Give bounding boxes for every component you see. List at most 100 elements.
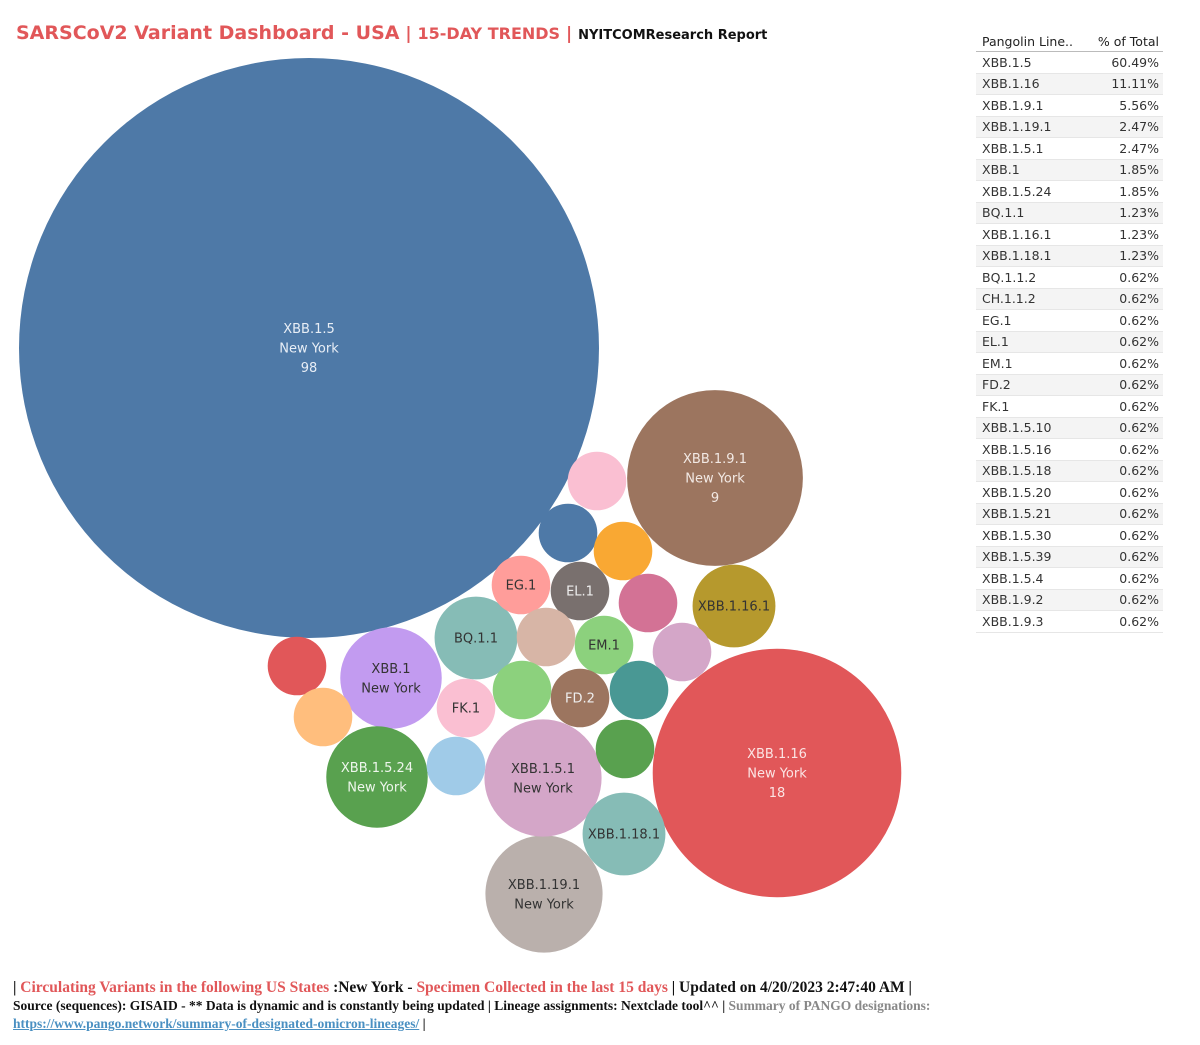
bubble-circle[interactable] [491,555,551,615]
bubble-label: FD.2 [565,692,595,707]
bubble-circle[interactable] [652,622,712,682]
bubble-unlabeled-18[interactable] [618,573,678,633]
table-row[interactable]: XBB.1.18.1 1.23% [976,245,1163,267]
bubble-circle[interactable] [567,451,627,511]
table-row[interactable]: FD.2 0.62% [976,374,1163,396]
bubble-circle[interactable] [550,668,610,728]
table-row[interactable]: XBB.1.5.24 1.85% [976,180,1163,203]
cell-lineage: XBB.1.5.4 [976,567,1086,590]
bubble-circle[interactable] [436,678,496,738]
bubble-circle[interactable] [627,390,803,566]
table-row[interactable]: XBB.1.19.1 2.47% [976,116,1163,138]
bubble-circle[interactable] [574,615,634,675]
bubble-el-1[interactable]: EL.1 [550,561,610,621]
bubble-circle[interactable] [326,726,428,828]
bubble-fd-2[interactable]: FD.2 [550,668,610,728]
bubble-unlabeled-16[interactable] [538,503,598,563]
table-row[interactable]: BQ.1.1 1.23% [976,202,1163,224]
bubble-xbb-1-9-1[interactable]: XBB.1.9.1 New York 9 [627,390,803,566]
table-row[interactable]: XBB.1.5.21 0.62% [976,503,1163,525]
bubble-eg-1[interactable]: EG.1 [491,555,551,615]
bubble-circle[interactable] [426,736,486,796]
bubble-unlabeled-17[interactable] [593,521,653,581]
table-row[interactable]: XBB.1.5.4 0.62% [976,567,1163,590]
bubble-circle[interactable] [293,687,353,747]
bubble-label: XBB.1.5 [283,322,335,337]
cell-lineage: XBB.1.5.24 [976,180,1086,203]
bubble-circle[interactable] [492,660,552,720]
bubble-label: New York [685,472,745,487]
bubble-em-1[interactable]: EM.1 [574,615,634,675]
table-row[interactable]: EL.1 0.62% [976,331,1163,353]
table-row[interactable]: XBB.1.5.30 0.62% [976,524,1163,547]
bubble-xbb-1-16[interactable]: XBB.1.16 New York 18 [652,648,902,898]
bubble-circle[interactable] [550,561,610,621]
bubble-circle[interactable] [267,636,327,696]
bubble-unlabeled-21[interactable] [267,636,327,696]
bubble-circle[interactable] [593,521,653,581]
footer-line-1: | Circulating Variants in the following … [13,979,1183,997]
table-row[interactable]: FK.1 0.62% [976,395,1163,418]
bubble-unlabeled-25[interactable] [609,660,669,720]
bubble-unlabeled-24[interactable] [492,660,552,720]
bubble-circle[interactable] [19,58,599,638]
table-row[interactable]: XBB.1.5.39 0.62% [976,546,1163,568]
table-row[interactable]: XBB.1.5.16 0.62% [976,438,1163,461]
table-row[interactable]: XBB.1.9.3 0.62% [976,610,1163,633]
column-header-lineage[interactable]: Pangolin Line.. [976,32,1086,52]
bubble-circle[interactable] [692,564,776,648]
bubble-xbb-1[interactable]: XBB.1 New York [340,627,442,729]
bubble-xbb-1-16-1[interactable]: XBB.1.16.1 [692,564,776,648]
table-row[interactable]: CH.1.1.2 0.62% [976,288,1163,310]
bubble-circle[interactable] [484,719,602,837]
bubble-circle[interactable] [434,596,518,680]
table-row[interactable]: EG.1 0.62% [976,309,1163,332]
column-header-percent[interactable]: % of Total [1085,32,1163,52]
bubble-circle[interactable] [485,835,603,953]
bubble-unlabeled-20[interactable] [516,607,576,667]
bubble-fk-1[interactable]: FK.1 [436,678,496,738]
bubble-xbb-1-5[interactable]: XBB.1.5 New York 98 [19,58,599,638]
table-row[interactable]: BQ.1.1.2 0.62% [976,266,1163,289]
cell-percent: 0.62% [1085,395,1163,418]
bubble-circle[interactable] [340,627,442,729]
bubble-circle[interactable] [652,648,902,898]
table-row[interactable]: XBB.1 1.85% [976,159,1163,181]
bubble-unlabeled-15[interactable] [567,451,627,511]
bubble-circle[interactable] [618,573,678,633]
bubble-circle[interactable] [538,503,598,563]
bubble-circle[interactable] [609,660,669,720]
bubble-xbb-1-18-1[interactable]: XBB.1.18.1 [582,792,666,876]
title-separator: | [399,24,418,44]
table-row[interactable]: XBB.1.5.1 2.47% [976,137,1163,160]
bubble-xbb-1-5-24[interactable]: XBB.1.5.24 New York [326,726,428,828]
bubble-circle[interactable] [595,719,655,779]
cell-lineage: EM.1 [976,352,1086,375]
bubble-circle[interactable] [582,792,666,876]
table-row[interactable]: EM.1 0.62% [976,352,1163,375]
table-row[interactable]: XBB.1.5.20 0.62% [976,481,1163,504]
cell-percent: 0.62% [1085,331,1163,353]
bubble-circle[interactable] [516,607,576,667]
bubble-bq-1-1[interactable]: BQ.1.1 [434,596,518,680]
cell-percent: 0.62% [1085,610,1163,633]
bubble-xbb-1-5-1[interactable]: XBB.1.5.1 New York [484,719,602,837]
table-row[interactable]: XBB.1.5.10 0.62% [976,417,1163,439]
footer-pango-label: Summary of PANGO designations: [728,998,931,1013]
bubble-unlabeled-22[interactable] [293,687,353,747]
table-row[interactable]: XBB.1.9.1 5.56% [976,94,1163,117]
bubble-xbb-1-19-1[interactable]: XBB.1.19.1 New York [485,835,603,953]
table-row[interactable]: XBB.1.16 11.11% [976,73,1163,95]
table-row[interactable]: XBB.1.5.18 0.62% [976,460,1163,482]
pango-link[interactable]: https://www.pango.network/summary-of-des… [13,1016,420,1031]
bubble-unlabeled-19[interactable] [652,622,712,682]
table-row[interactable]: XBB.1.5 60.49% [976,51,1163,74]
bubble-unlabeled-23[interactable] [426,736,486,796]
cell-lineage: XBB.1.5.20 [976,481,1086,504]
table-row[interactable]: XBB.1.16.1 1.23% [976,223,1163,246]
cell-lineage: XBB.1.19.1 [976,116,1086,138]
bubble-unlabeled-26[interactable] [595,719,655,779]
cell-lineage: CH.1.1.2 [976,288,1086,310]
title-main: SARSCoV2 Variant Dashboard - USA [16,22,400,44]
table-row[interactable]: XBB.1.9.2 0.62% [976,589,1163,611]
